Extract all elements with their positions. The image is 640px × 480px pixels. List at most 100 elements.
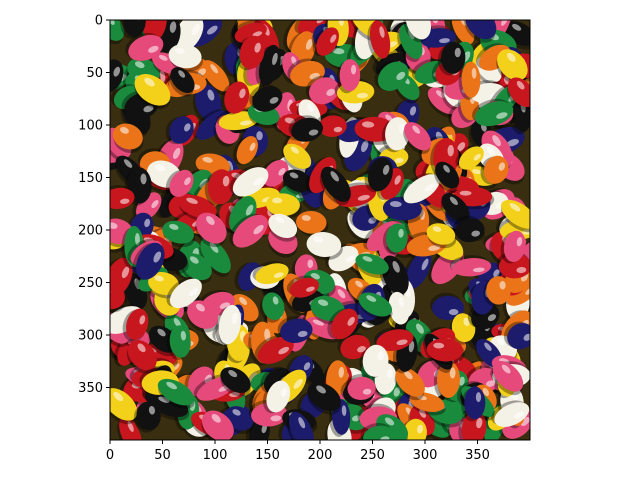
- jelly-bean: [117, 416, 142, 440]
- jelly-bean: [471, 98, 514, 127]
- jelly-bean: [252, 261, 289, 285]
- jelly-bean: [500, 199, 530, 233]
- jelly-bean: [229, 213, 268, 248]
- jelly-bean: [138, 20, 167, 43]
- jelly-bean: [483, 276, 511, 307]
- jelly-bean: [449, 20, 475, 48]
- jelly-bean: [434, 161, 460, 192]
- y-tick-label: 250: [78, 276, 103, 291]
- jelly-bean: [382, 223, 408, 255]
- jelly-bean: [110, 20, 125, 45]
- jelly-bean: [195, 212, 227, 248]
- jelly-bean: [403, 20, 432, 43]
- jelly-bean: [386, 291, 410, 328]
- x-axis: 0 50 100 150 200 250 300 350: [106, 440, 490, 463]
- jelly-bean: [168, 43, 204, 72]
- jelly-bean: [204, 169, 235, 207]
- jelly-bean: [367, 20, 391, 62]
- jelly-bean: [122, 308, 149, 341]
- jelly-bean: [496, 49, 528, 85]
- x-tick-label: 100: [203, 448, 228, 463]
- jelly-bean: [429, 292, 464, 321]
- jelly-bean: [282, 169, 313, 196]
- jelly-bean: [286, 275, 320, 298]
- jelly-bean: [216, 108, 259, 131]
- y-tick-label: 350: [78, 381, 103, 396]
- jelly-bean: [458, 61, 481, 100]
- jelly-bean: [437, 41, 466, 76]
- jelly-bean: [277, 316, 313, 343]
- jelly-bean: [461, 386, 486, 422]
- jelly-bean: [220, 367, 251, 397]
- jelly-bean: [132, 242, 165, 281]
- x-tick-label: 200: [308, 448, 333, 463]
- jelly-bean: [201, 410, 234, 440]
- jelly-bean: [268, 213, 298, 242]
- jelly-bean-image: [110, 20, 530, 440]
- jelly-bean: [426, 223, 457, 249]
- jelly-bean: [374, 60, 409, 91]
- y-axis: 0 50 100 150 200 250 300 350: [78, 14, 110, 396]
- jelly-bean: [307, 382, 341, 415]
- jelly-bean: [355, 253, 390, 278]
- x-tick-label: 50: [154, 448, 171, 463]
- jelly-bean: [236, 35, 265, 71]
- jelly-bean: [249, 84, 283, 112]
- jelly-bean: [403, 122, 432, 154]
- jelly-bean: [133, 401, 161, 433]
- jelly-bean: [254, 334, 294, 364]
- jelly-bean: [166, 277, 202, 309]
- jelly-bean: [358, 292, 393, 321]
- jelly-bean: [306, 231, 343, 261]
- jelly-bean: [402, 250, 432, 290]
- jelly-bean: [427, 87, 459, 118]
- jelly-bean: [110, 388, 138, 425]
- jelly-bean: [426, 338, 465, 365]
- jelly-bean: [288, 115, 323, 142]
- jelly-bean: [296, 210, 329, 237]
- jelly-bean: [319, 166, 351, 206]
- jelly-bean: [165, 169, 194, 197]
- jelly-bean: [259, 292, 285, 323]
- y-tick-label: 100: [78, 119, 103, 134]
- jelly-bean: [229, 165, 269, 197]
- jelly-bean: [506, 77, 530, 111]
- jelly-bean: [125, 32, 164, 61]
- jelly-bean: [364, 157, 393, 193]
- jelly-bean: [112, 123, 144, 154]
- y-tick-label: 0: [95, 14, 103, 29]
- y-tick-label: 150: [78, 171, 103, 186]
- jelly-bean: [491, 400, 530, 427]
- jelly-bean: [312, 27, 339, 57]
- jelly-bean: [186, 300, 219, 333]
- jelly-bean: [480, 155, 509, 185]
- jelly-bean: [294, 20, 331, 36]
- y-tick-label: 300: [78, 329, 103, 344]
- x-tick-label: 350: [465, 448, 490, 463]
- jelly-bean: [360, 423, 395, 440]
- jelly-bean: [500, 230, 526, 264]
- jelly-bean: [134, 74, 171, 110]
- jelly-bean: [165, 116, 194, 145]
- jelly-bean: [503, 321, 530, 350]
- jelly-bean: [492, 361, 524, 396]
- jelly-bean: [316, 112, 347, 137]
- jelly-bean: [453, 215, 485, 243]
- jelly-bean: [215, 304, 242, 346]
- jelly-bean: [433, 360, 460, 400]
- jelly-bean: [287, 58, 325, 87]
- x-tick-label: 250: [360, 448, 385, 463]
- jelly-bean: [110, 59, 124, 94]
- jelly-bean: [169, 67, 195, 97]
- jelly-bean: [166, 325, 191, 361]
- x-tick-label: 300: [413, 448, 438, 463]
- y-tick-label: 200: [78, 224, 103, 239]
- jelly-bean: [110, 185, 135, 210]
- jelly-bean: [455, 145, 484, 170]
- jelly-bean: [409, 392, 446, 416]
- jelly-bean: [265, 193, 302, 220]
- jelly-bean: [220, 81, 250, 115]
- jelly-bean: [120, 20, 146, 39]
- jelly-bean: [181, 253, 212, 284]
